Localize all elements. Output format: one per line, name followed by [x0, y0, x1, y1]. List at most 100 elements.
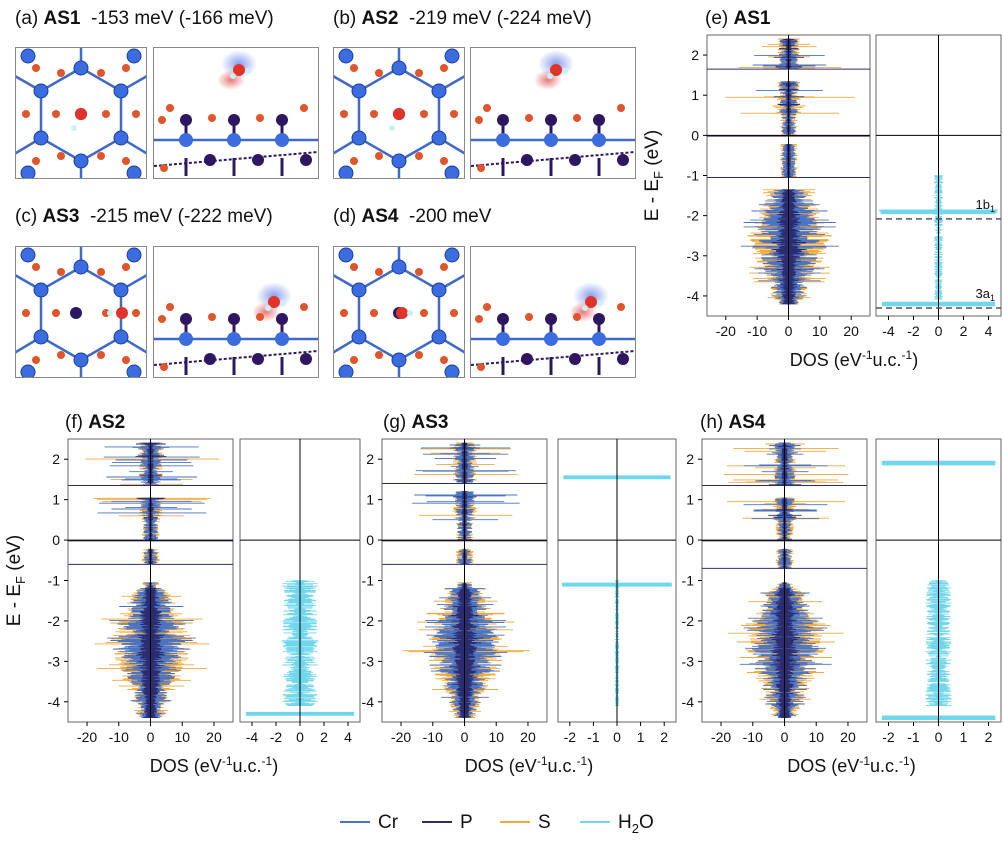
p-atom: [545, 313, 557, 325]
s-atom: [475, 116, 483, 124]
p-atom: [70, 307, 82, 319]
s-atom: [102, 110, 110, 118]
panel-c-title: (c) AS3 -215 meV (-222 meV): [15, 206, 273, 227]
s-atom: [208, 114, 216, 122]
s-atom: [32, 356, 40, 364]
y-tick-label: 1: [52, 492, 60, 508]
x-tick-label-left: 0: [781, 729, 789, 745]
cr-atom: [444, 165, 460, 178]
s-atom: [22, 110, 30, 118]
h-atom: [245, 68, 251, 74]
x-tick-label-right: 2: [985, 729, 993, 745]
p-atom: [180, 114, 192, 126]
s-atom: [450, 309, 458, 317]
x-axis-label: DOS (eV-1u.c.-1): [465, 754, 593, 776]
y-tick-label: -1: [682, 573, 695, 589]
as4-top-view-image: [334, 247, 464, 377]
o-atom: [550, 64, 562, 76]
s-atom: [166, 303, 174, 311]
panel-f-title: (f) AS2: [65, 412, 126, 433]
cr-atom: [73, 153, 89, 169]
s-atom: [375, 351, 383, 359]
cr-atom: [113, 329, 129, 345]
s-atom: [340, 110, 348, 118]
p-atom: [497, 114, 509, 126]
s-atom: [525, 313, 533, 321]
s-atom: [122, 263, 130, 271]
o-atom: [116, 307, 128, 319]
h-atom: [107, 310, 113, 316]
p-atom: [276, 114, 288, 126]
as1-side-view: [153, 47, 319, 179]
p-atom: [180, 313, 192, 325]
y-tick-label: -4: [362, 694, 375, 710]
as3-top-view: [15, 246, 147, 378]
cr-atom: [544, 332, 558, 346]
p-layer-line: [471, 151, 635, 167]
cr-atom: [20, 48, 36, 64]
o-atom: [268, 296, 280, 308]
as2-top-view: [333, 47, 465, 179]
cr-atom: [126, 48, 142, 64]
x-tick-label-right: 2: [660, 729, 668, 745]
p-atom: [521, 154, 533, 166]
y-tick-label: 0: [366, 532, 374, 548]
s-atom: [300, 104, 308, 112]
x-tick-label-left: 0: [785, 323, 793, 339]
cr-atom: [20, 364, 36, 377]
p-layer-line: [154, 350, 318, 366]
s-atom: [420, 110, 428, 118]
legend-label-S: S: [538, 812, 551, 833]
s-atom: [617, 104, 625, 112]
x-tick-label-right: 1: [637, 729, 645, 745]
x-tick-label-left: 10: [812, 323, 828, 339]
s-atom: [97, 69, 105, 77]
x-tick-label-right: -1: [587, 729, 600, 745]
x-tick-label-right: 2: [320, 729, 328, 745]
cr-atom: [126, 247, 142, 263]
s-atom: [477, 164, 485, 172]
cr-atom: [592, 133, 606, 147]
s-atom: [158, 315, 166, 323]
y-tick-label: 2: [366, 451, 374, 467]
o-atom: [396, 307, 408, 319]
y-tick-label: -2: [362, 613, 375, 629]
s-atom: [477, 363, 485, 371]
cr-atom: [351, 83, 367, 99]
s-atom: [122, 356, 130, 364]
o-atom: [75, 108, 87, 120]
cr-atom: [391, 153, 407, 169]
cr-atom: [338, 364, 354, 377]
y-tick-label: 2: [686, 451, 694, 467]
x-tick-label-right: 0: [935, 323, 943, 339]
s-atom: [573, 114, 581, 122]
s-atom: [160, 164, 168, 172]
x-tick-label-left: -20: [391, 729, 411, 745]
h-atom: [597, 300, 603, 306]
s-atom: [415, 69, 423, 77]
s-atom: [415, 268, 423, 276]
as2-side-view: [470, 47, 636, 179]
as3-top-view-image: [16, 247, 146, 377]
x-tick-label-left: -10: [109, 729, 129, 745]
y-tick-label: 1: [691, 87, 699, 103]
as4-top-view: [333, 246, 465, 378]
cr-atom: [444, 247, 460, 263]
y-tick-label: -4: [687, 288, 700, 304]
legend-label-Cr: Cr: [378, 812, 399, 833]
dos-series-P-up: [788, 38, 807, 305]
s-atom: [160, 363, 168, 371]
x-tick-label-left: 10: [808, 729, 824, 745]
cr-atom: [444, 48, 460, 64]
x-tick-label-left: 20: [206, 729, 222, 745]
panel-g-title: (g) AS3: [383, 412, 449, 433]
y-axis-label: E - EF (eV): [642, 130, 666, 221]
x-tick-label-right: 2: [960, 323, 968, 339]
x-tick-label-left: 10: [174, 729, 190, 745]
y-tick-label: -2: [682, 613, 695, 629]
s-atom: [57, 351, 65, 359]
x-tick-label-right: 4: [344, 729, 352, 745]
x-tick-label-right: -2: [270, 729, 283, 745]
